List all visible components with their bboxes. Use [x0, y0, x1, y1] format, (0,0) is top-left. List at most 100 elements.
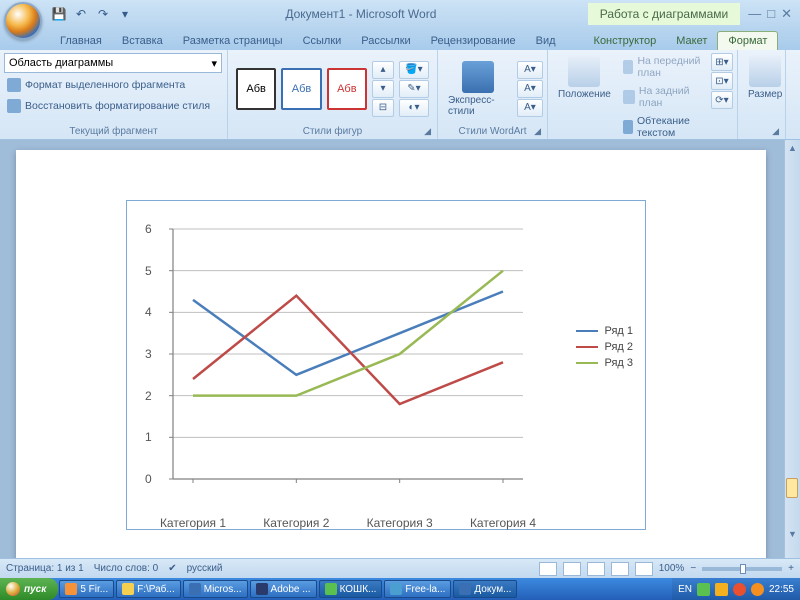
text-effects-button[interactable]: A▾ [517, 99, 543, 117]
tab-mailings[interactable]: Рассылки [351, 32, 420, 50]
chart-element-dropdown[interactable]: Область диаграммы ▾ [4, 53, 222, 73]
text-fill-button[interactable]: A▾ [517, 61, 543, 79]
legend-item: Ряд 3 [576, 357, 633, 369]
tray-icon[interactable] [733, 583, 746, 596]
align-button[interactable]: ⊞▾ [711, 53, 733, 71]
web-layout-view-button[interactable] [587, 562, 605, 576]
tab-chart-layout[interactable]: Макет [666, 32, 717, 50]
front-icon [623, 60, 634, 74]
shape-fill-button[interactable]: 🪣▾ [399, 61, 429, 79]
language-indicator[interactable]: русский [187, 563, 223, 574]
x-axis-label: Категория 2 [263, 516, 329, 530]
taskbar-item[interactable]: КОШК... [319, 580, 383, 598]
gallery-more-icon[interactable]: ⊟ [372, 99, 394, 117]
shape-style-2[interactable]: Абв [281, 68, 321, 110]
close-icon[interactable]: ✕ [781, 6, 792, 22]
outline-view-button[interactable] [611, 562, 629, 576]
scroll-down-icon[interactable]: ▼ [785, 526, 800, 542]
zoom-level[interactable]: 100% [659, 563, 685, 574]
format-selection-button[interactable]: Формат выделенного фрагмента [4, 76, 223, 94]
position-button[interactable]: Положение [552, 53, 617, 102]
redo-icon[interactable]: ↷ [94, 5, 112, 23]
draft-view-button[interactable] [635, 562, 653, 576]
text-wrap-button[interactable]: Обтекание текстом [620, 113, 708, 141]
maximize-icon[interactable]: □ [767, 6, 775, 22]
clock[interactable]: 22:55 [769, 584, 794, 595]
scroll-up-icon[interactable]: ▲ [785, 140, 800, 156]
qat-more-icon[interactable]: ▾ [116, 5, 134, 23]
group-label: Стили фигур◢ [232, 124, 433, 139]
reset-style-button[interactable]: Восстановить форматирование стиля [4, 97, 223, 115]
legend-item: Ряд 2 [576, 341, 633, 353]
vertical-scrollbar[interactable]: ▲ ▼ [784, 140, 800, 558]
context-title: Работа с диаграммами [588, 3, 741, 25]
wordart-styles-button[interactable]: Экспресс-стили [442, 59, 514, 119]
tray-icon[interactable] [697, 583, 710, 596]
tab-design[interactable]: Конструктор [584, 32, 667, 50]
lang-indicator[interactable]: EN [678, 584, 692, 595]
tab-review[interactable]: Рецензирование [421, 32, 526, 50]
size-button[interactable]: Размер [742, 53, 788, 102]
tab-references[interactable]: Ссылки [293, 32, 352, 50]
taskbar-item[interactable]: Adobe ... [250, 580, 317, 598]
full-screen-view-button[interactable] [563, 562, 581, 576]
group-button[interactable]: ⊡▾ [711, 72, 733, 90]
position-icon [568, 55, 600, 87]
bring-front-button[interactable]: На передний план [620, 53, 708, 81]
ribbon: Область диаграммы ▾ Формат выделенного ф… [0, 50, 800, 140]
tab-home[interactable]: Главная [50, 32, 112, 50]
dialog-launcher-icon[interactable]: ◢ [424, 126, 431, 137]
y-axis-label: 3 [145, 347, 152, 361]
shape-style-3[interactable]: Абв [327, 68, 367, 110]
shape-style-1[interactable]: Абв [236, 68, 276, 110]
system-tray[interactable]: EN 22:55 [672, 578, 800, 600]
taskbar-item[interactable]: Micros... [183, 580, 248, 598]
window-title: Документ1 - Microsoft Word [134, 7, 588, 21]
y-axis-label: 4 [145, 305, 152, 319]
document-area: Ряд 1Ряд 2Ряд 3 0123456 Категория 1Катег… [0, 140, 800, 558]
zoom-slider[interactable] [702, 567, 782, 571]
chart-legend: Ряд 1Ряд 2Ряд 3 [576, 321, 633, 373]
tray-icon[interactable] [715, 583, 728, 596]
gallery-up-icon[interactable]: ▴ [372, 61, 394, 79]
office-button[interactable] [4, 2, 42, 40]
y-axis-label: 2 [145, 389, 152, 403]
tab-view[interactable]: Вид [526, 32, 566, 50]
word-count[interactable]: Число слов: 0 [94, 563, 158, 574]
wrap-icon [623, 120, 633, 134]
size-icon [749, 55, 781, 87]
save-icon[interactable]: 💾 [50, 5, 68, 23]
taskbar-item[interactable]: Free-la... [384, 580, 451, 598]
x-axis-label: Категория 3 [367, 516, 433, 530]
page[interactable]: Ряд 1Ряд 2Ряд 3 0123456 Категория 1Катег… [16, 150, 766, 558]
shape-effects-button[interactable]: ◐▾ [399, 99, 429, 117]
chart-object[interactable]: Ряд 1Ряд 2Ряд 3 0123456 Категория 1Катег… [126, 200, 646, 530]
send-back-button[interactable]: На задний план [620, 83, 708, 111]
print-layout-view-button[interactable] [539, 562, 557, 576]
tab-layout[interactable]: Разметка страницы [173, 32, 293, 50]
tab-format[interactable]: Формат [717, 31, 778, 50]
dialog-launcher-icon[interactable]: ◢ [772, 126, 779, 137]
group-label: Стили WordArt◢ [442, 124, 543, 139]
rotate-button[interactable]: ⟳▾ [711, 91, 733, 109]
dialog-launcher-icon[interactable]: ◢ [534, 126, 541, 137]
text-outline-button[interactable]: A▾ [517, 80, 543, 98]
zoom-out-button[interactable]: − [690, 563, 696, 574]
tray-icon[interactable] [751, 583, 764, 596]
page-indicator[interactable]: Страница: 1 из 1 [6, 563, 84, 574]
taskbar-item[interactable]: Докум... [453, 580, 517, 598]
chevron-down-icon: ▾ [211, 57, 217, 70]
proofing-icon[interactable]: ✔ [168, 563, 176, 574]
tab-insert[interactable]: Вставка [112, 32, 173, 50]
taskbar-item[interactable]: F:\Раб... [116, 580, 181, 598]
zoom-in-button[interactable]: + [788, 563, 794, 574]
start-button[interactable]: пуск [0, 578, 58, 600]
gallery-down-icon[interactable]: ▾ [372, 80, 394, 98]
wordart-icon [462, 61, 494, 93]
taskbar: пуск 5 Fir...F:\Раб...Micros...Adobe ...… [0, 578, 800, 600]
undo-icon[interactable]: ↶ [72, 5, 90, 23]
minimize-icon[interactable]: — [748, 6, 761, 22]
comment-balloon-icon[interactable] [786, 478, 798, 498]
shape-outline-button[interactable]: ✎▾ [399, 80, 429, 98]
taskbar-item[interactable]: 5 Fir... [59, 580, 114, 598]
